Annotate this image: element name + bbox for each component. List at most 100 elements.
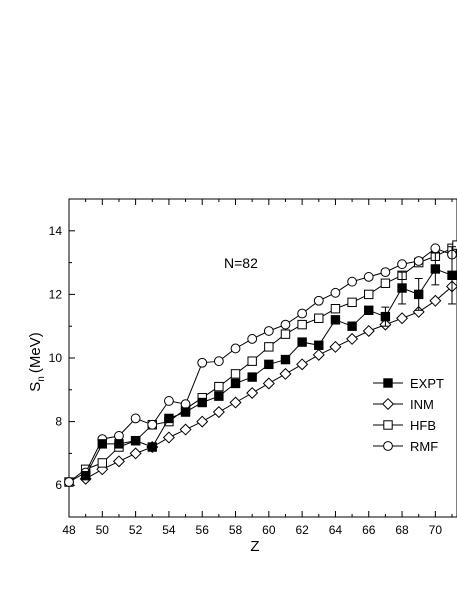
data-point-rmf [130, 413, 141, 424]
x-axis-label: Z [250, 538, 259, 555]
data-point-expt [114, 439, 124, 449]
data-point-expt [280, 354, 291, 365]
x-tick-label: 56 [196, 523, 210, 537]
series-rmf [64, 243, 457, 487]
data-point-hfb [264, 342, 274, 352]
data-point-rmf [297, 308, 308, 319]
data-point-hfb [314, 313, 324, 323]
legend-marker [381, 397, 395, 411]
data-point-expt [130, 435, 141, 446]
data-point-inm [429, 294, 442, 307]
data-point-inm [179, 423, 192, 436]
legend-item-rmf: RMF [373, 439, 438, 454]
y-axis-label: Sn (MeV) [27, 332, 47, 391]
x-tick-label: 58 [229, 523, 243, 537]
data-point-expt [214, 391, 224, 401]
data-point-expt [297, 337, 307, 347]
legend: EXPT INM HFB RMF [373, 376, 444, 454]
data-point-inm [312, 348, 325, 361]
legend-label: HFB [410, 418, 436, 433]
legend-item-inm: INM [373, 397, 434, 412]
data-point-rmf [313, 295, 324, 306]
data-point-expt [164, 413, 174, 424]
data-point-inm [196, 415, 209, 428]
data-point-expt [397, 283, 407, 293]
x-tick-label: 52 [129, 523, 143, 537]
data-point-expt [330, 315, 341, 325]
data-point-rmf [247, 334, 258, 344]
legend-label: INM [410, 397, 434, 412]
x-tick-label: 66 [362, 523, 376, 537]
x-tick-label: 54 [162, 523, 176, 537]
data-point-rmf [263, 326, 274, 336]
data-point-expt [80, 470, 91, 481]
series-expt [80, 246, 457, 481]
data-point-rmf [430, 243, 441, 254]
svg-text:Sn(MeV): Sn (MeV) [27, 332, 47, 391]
data-point-inm [362, 324, 375, 337]
data-point-rmf [114, 431, 124, 441]
y-axis-label-unit: (MeV) [27, 332, 44, 373]
y-tick-label: 10 [49, 351, 63, 365]
legend-marker [383, 378, 393, 388]
data-point-expt [380, 311, 391, 322]
data-point-rmf [413, 256, 424, 266]
data-point-rmf [380, 267, 391, 278]
data-point-rmf [397, 259, 407, 270]
data-point-rmf [180, 399, 191, 410]
data-point-hfb [280, 329, 291, 339]
y-tick-label: 6 [55, 478, 62, 492]
y-tick-label: 12 [49, 287, 63, 301]
x-tick-label: 68 [395, 523, 409, 537]
data-point-expt [413, 289, 424, 300]
data-point-inm [212, 406, 225, 419]
data-point-hfb [380, 278, 391, 288]
data-point-rmf [147, 419, 158, 430]
data-point-hfb [364, 289, 374, 300]
data-point-inm [162, 431, 175, 444]
data-point-expt [430, 264, 441, 274]
data-point-inm [229, 396, 242, 409]
data-point-rmf [330, 287, 341, 298]
legend-marker [383, 420, 393, 430]
data-point-rmf [347, 276, 357, 287]
y-axis-label-main: S [27, 382, 44, 392]
data-point-rmf [197, 357, 208, 368]
data-point-rmf [280, 319, 291, 330]
legend-label: RMF [410, 439, 438, 454]
x-tick-label: 50 [96, 523, 110, 537]
series-layer [64, 240, 457, 487]
x-tick-label: 70 [429, 523, 443, 537]
plot-frame [68, 198, 457, 518]
legend-item-expt: EXPT [373, 376, 444, 391]
data-point-inm [129, 447, 142, 460]
data-point-expt [180, 407, 191, 417]
data-point-hfb [452, 240, 457, 250]
data-point-inm [396, 312, 409, 325]
annotation-n82: N=82 [224, 255, 258, 271]
data-point-rmf [164, 396, 174, 406]
y-axis-label-sub: n [36, 376, 47, 382]
data-point-expt [97, 439, 108, 449]
x-tick-label: 62 [295, 523, 309, 537]
data-point-inm [329, 340, 342, 353]
data-point-expt [264, 359, 274, 370]
data-point-expt [347, 321, 357, 331]
data-point-expt [247, 372, 257, 382]
x-tick-label: 60 [262, 523, 276, 537]
data-point-hfb [214, 381, 224, 392]
data-point-rmf [363, 272, 374, 282]
data-point-expt [314, 340, 324, 350]
data-point-rmf [213, 356, 224, 367]
data-point-expt [447, 270, 457, 281]
data-point-inm [112, 455, 125, 468]
data-point-inm [296, 358, 309, 371]
data-point-hfb [230, 369, 241, 379]
data-point-rmf [64, 477, 74, 487]
data-point-expt [230, 378, 241, 389]
y-tick-label: 14 [49, 224, 63, 238]
x-tick-label: 48 [62, 523, 76, 537]
x-tick-label: 64 [329, 523, 343, 537]
data-point-inm [346, 332, 359, 345]
